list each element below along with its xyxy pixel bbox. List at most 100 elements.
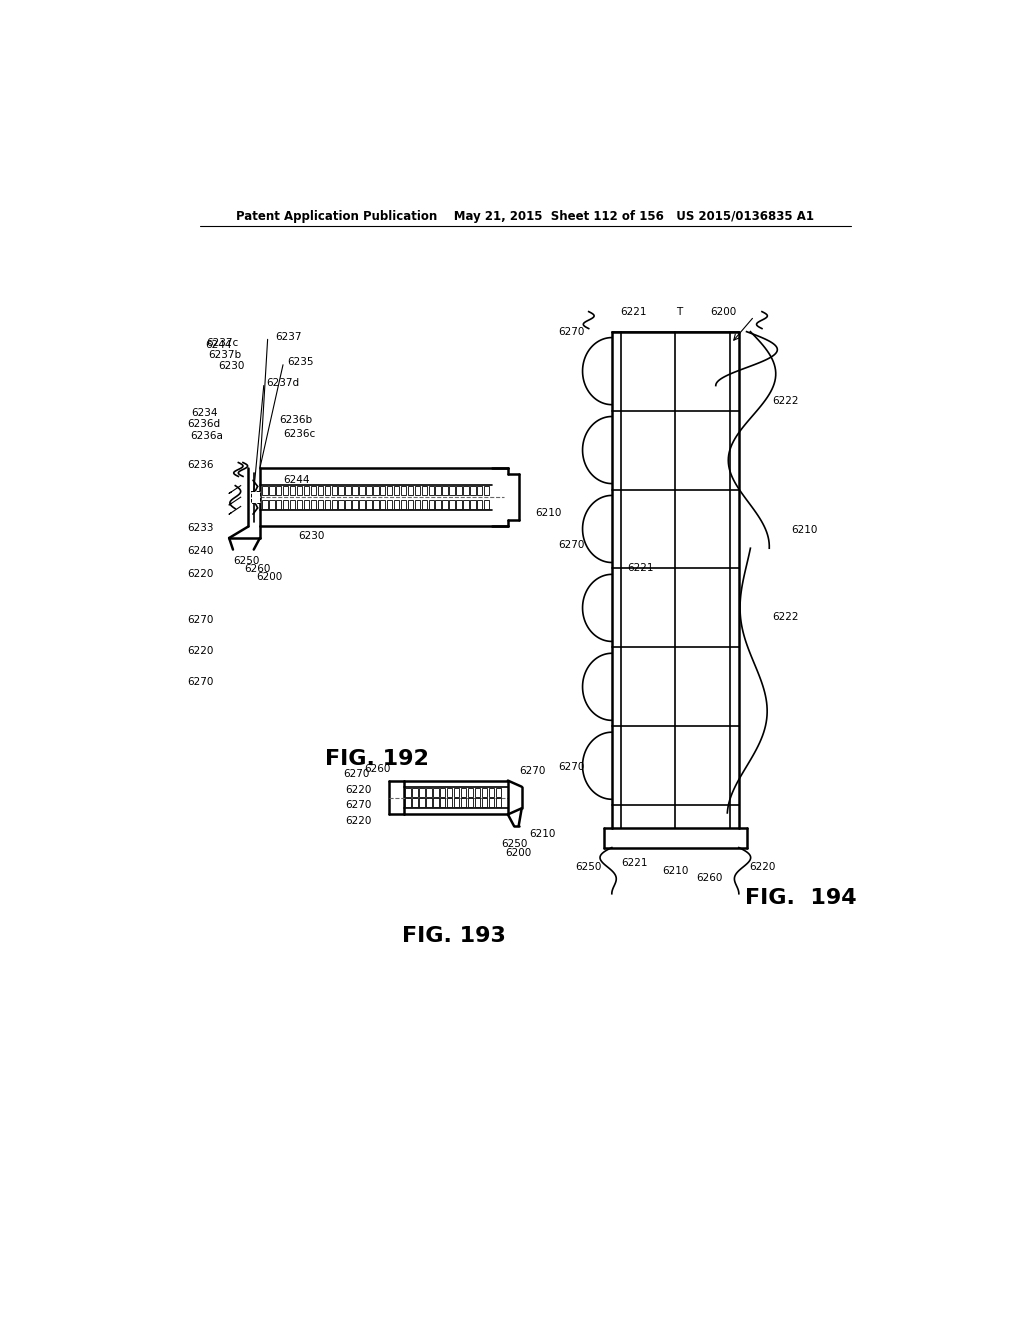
Bar [317, 486, 323, 495]
Bar [496, 788, 501, 797]
Text: 6270: 6270 [187, 677, 214, 686]
Bar [477, 486, 482, 495]
Bar [276, 486, 282, 495]
Bar [450, 486, 455, 495]
Bar [290, 499, 295, 508]
Bar [484, 499, 489, 508]
Text: 6270: 6270 [345, 800, 372, 810]
Bar [422, 486, 427, 495]
Bar [475, 788, 480, 797]
Text: 6200: 6200 [506, 847, 531, 858]
Bar [339, 499, 344, 508]
Bar [325, 499, 330, 508]
Bar [317, 499, 323, 508]
Text: 6260: 6260 [696, 874, 723, 883]
Bar [332, 486, 337, 495]
Bar [415, 486, 420, 495]
Text: 6237b: 6237b [208, 350, 242, 360]
Bar [283, 486, 289, 495]
Text: 6270: 6270 [343, 770, 370, 779]
Text: 6210: 6210 [529, 829, 556, 838]
Text: 6222: 6222 [772, 396, 799, 407]
Text: 6236a: 6236a [190, 430, 223, 441]
Text: Patent Application Publication    May 21, 2015  Sheet 112 of 156   US 2015/01368: Patent Application Publication May 21, 2… [236, 210, 814, 223]
Bar [496, 799, 501, 807]
Text: 6210: 6210 [662, 866, 688, 875]
Bar [387, 499, 392, 508]
Text: 6237c: 6237c [206, 338, 239, 348]
Text: 6221: 6221 [628, 564, 653, 573]
Text: 6220: 6220 [187, 569, 214, 579]
Bar [269, 499, 274, 508]
Bar [406, 788, 411, 797]
Text: 6220: 6220 [345, 785, 372, 795]
Text: 6260: 6260 [245, 564, 271, 574]
Bar [387, 486, 392, 495]
Bar [454, 788, 460, 797]
Text: T: T [676, 308, 682, 317]
Text: FIG. 193: FIG. 193 [402, 927, 506, 946]
Text: FIG.  194: FIG. 194 [744, 887, 856, 908]
Bar [454, 799, 460, 807]
Bar [435, 486, 441, 495]
Text: 6250: 6250 [575, 862, 602, 871]
Bar [339, 486, 344, 495]
Bar [440, 788, 445, 797]
Bar [400, 486, 407, 495]
Bar [394, 486, 399, 495]
Bar [488, 799, 494, 807]
Text: 6244: 6244 [206, 339, 232, 350]
Bar [367, 486, 372, 495]
Text: 6250: 6250 [233, 556, 259, 566]
Text: 6220: 6220 [749, 862, 775, 871]
Bar [345, 499, 351, 508]
Text: 6270: 6270 [519, 766, 546, 776]
Bar [415, 499, 420, 508]
Bar [447, 788, 453, 797]
Bar [484, 486, 489, 495]
Bar [433, 799, 438, 807]
Bar [276, 499, 282, 508]
Text: 6244: 6244 [283, 475, 309, 486]
Text: 6236d: 6236d [186, 418, 220, 429]
Bar [429, 499, 434, 508]
Bar [481, 788, 487, 797]
Bar [433, 788, 438, 797]
Bar [470, 486, 475, 495]
Text: 6235: 6235 [287, 358, 313, 367]
Text: 6270: 6270 [558, 762, 585, 772]
Text: 6270: 6270 [187, 615, 214, 626]
Bar [426, 788, 432, 797]
Bar [262, 486, 267, 495]
Bar [419, 799, 425, 807]
Bar [325, 486, 330, 495]
Bar [283, 499, 289, 508]
Bar [463, 486, 469, 495]
Bar [380, 499, 385, 508]
Bar [463, 499, 469, 508]
Text: 6220: 6220 [345, 816, 372, 825]
Bar [400, 499, 407, 508]
Bar [310, 499, 316, 508]
Bar [297, 499, 302, 508]
Text: 6220: 6220 [187, 647, 214, 656]
Bar [481, 799, 487, 807]
Bar [352, 486, 357, 495]
Text: 6210: 6210 [535, 508, 561, 517]
Bar [373, 486, 379, 495]
Bar [477, 499, 482, 508]
Text: FIG. 192: FIG. 192 [325, 748, 429, 770]
Text: 6230: 6230 [298, 531, 325, 541]
Bar [413, 799, 418, 807]
Bar [419, 788, 425, 797]
Bar [468, 788, 473, 797]
Bar [413, 788, 418, 797]
Bar [373, 499, 379, 508]
Bar [269, 486, 274, 495]
Bar [408, 486, 413, 495]
Bar [406, 799, 411, 807]
Bar [367, 499, 372, 508]
Bar [475, 799, 480, 807]
Text: 6236b: 6236b [280, 416, 312, 425]
Bar [290, 486, 295, 495]
